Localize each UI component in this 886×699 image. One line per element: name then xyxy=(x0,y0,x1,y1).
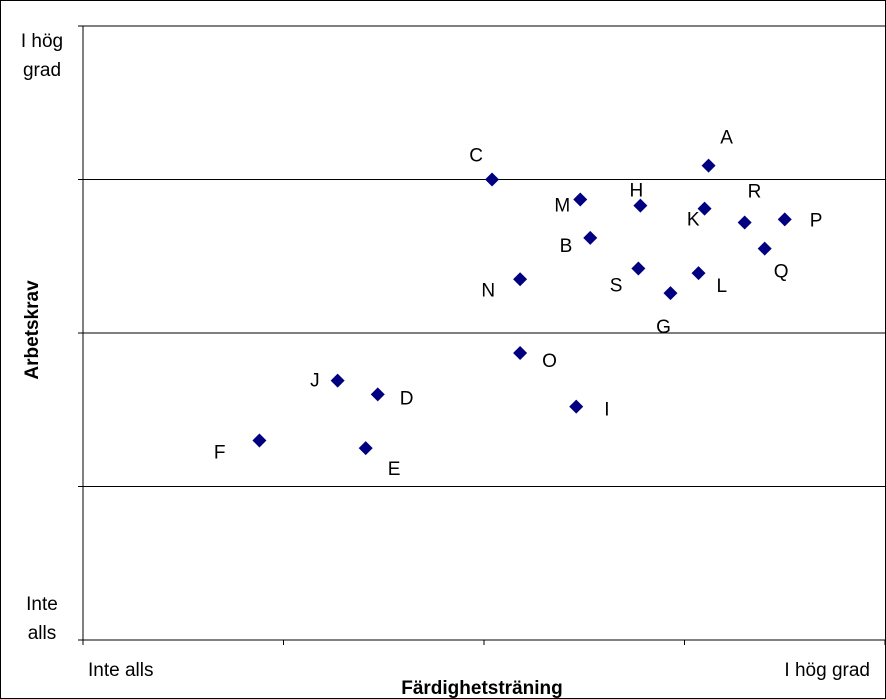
data-point-e: E xyxy=(358,441,401,480)
point-label: R xyxy=(748,181,762,202)
diamond-marker xyxy=(573,192,588,207)
diamond-marker xyxy=(691,266,706,281)
y-axis-high-label-line1: I hög xyxy=(21,31,63,52)
diamond-marker xyxy=(569,399,584,414)
data-point-o: O xyxy=(513,345,557,372)
diamond-marker xyxy=(370,387,385,402)
data-point-b: B xyxy=(560,230,598,257)
data-point-d: D xyxy=(370,387,414,409)
y-axis-high-label-line2: grad xyxy=(23,60,61,81)
diamond-marker xyxy=(513,345,528,360)
point-label: K xyxy=(687,210,700,231)
diamond-marker xyxy=(633,198,648,213)
x-axis-title: Färdighetsträning xyxy=(401,678,563,699)
data-points: A B C D E F G H I J K L M N O P Q R S xyxy=(214,128,823,480)
data-point-i: I xyxy=(569,399,610,421)
data-point-m: M xyxy=(554,192,588,216)
point-label: P xyxy=(810,210,823,231)
diamond-marker xyxy=(631,261,646,276)
data-point-p: P xyxy=(777,210,823,231)
point-label: E xyxy=(388,459,401,480)
point-label: J xyxy=(310,371,320,392)
point-label: H xyxy=(630,181,644,202)
point-label: D xyxy=(400,388,414,409)
data-point-g: G xyxy=(656,286,678,338)
data-point-k: K xyxy=(687,201,712,231)
data-point-l: L xyxy=(691,266,728,297)
data-point-f: F xyxy=(214,433,267,463)
data-point-j: J xyxy=(310,371,345,392)
diamond-marker xyxy=(583,230,598,245)
point-label: A xyxy=(720,128,733,149)
y-axis-title: Arbetskrav xyxy=(22,280,43,380)
diamond-marker xyxy=(737,215,752,230)
y-axis-low-label-line1: Inte xyxy=(26,594,58,615)
data-point-r: R xyxy=(737,181,762,230)
diamond-marker xyxy=(513,272,528,287)
point-label: I xyxy=(604,400,609,421)
diamond-marker xyxy=(701,158,716,173)
diamond-marker xyxy=(697,201,712,216)
point-label: N xyxy=(481,280,495,301)
point-label: O xyxy=(542,351,557,372)
diamond-marker xyxy=(330,373,345,388)
axis-ticks xyxy=(78,25,886,645)
point-label: L xyxy=(717,276,728,297)
data-point-c: C xyxy=(469,146,500,187)
diamond-marker xyxy=(663,286,678,301)
data-point-s: S xyxy=(610,261,646,297)
point-label: C xyxy=(469,146,483,167)
data-point-a: A xyxy=(701,128,733,173)
y-axis-low-label-line2: alls xyxy=(28,623,57,644)
data-point-n: N xyxy=(481,272,528,301)
point-label: M xyxy=(554,195,570,216)
gridlines xyxy=(83,25,885,487)
x-axis-high-label: I hög grad xyxy=(784,660,870,681)
diamond-marker xyxy=(757,241,772,256)
point-label: S xyxy=(610,276,623,297)
x-axis-low-label: Inte alls xyxy=(88,660,153,681)
data-point-h: H xyxy=(630,181,648,213)
diamond-marker xyxy=(252,433,267,448)
diamond-marker xyxy=(485,172,500,187)
point-label: F xyxy=(214,442,226,463)
point-label: G xyxy=(656,317,671,338)
diamond-marker xyxy=(358,441,373,456)
point-label: B xyxy=(560,236,573,257)
point-label: Q xyxy=(774,262,789,283)
diamond-marker xyxy=(777,212,792,227)
data-point-q: Q xyxy=(757,241,789,283)
